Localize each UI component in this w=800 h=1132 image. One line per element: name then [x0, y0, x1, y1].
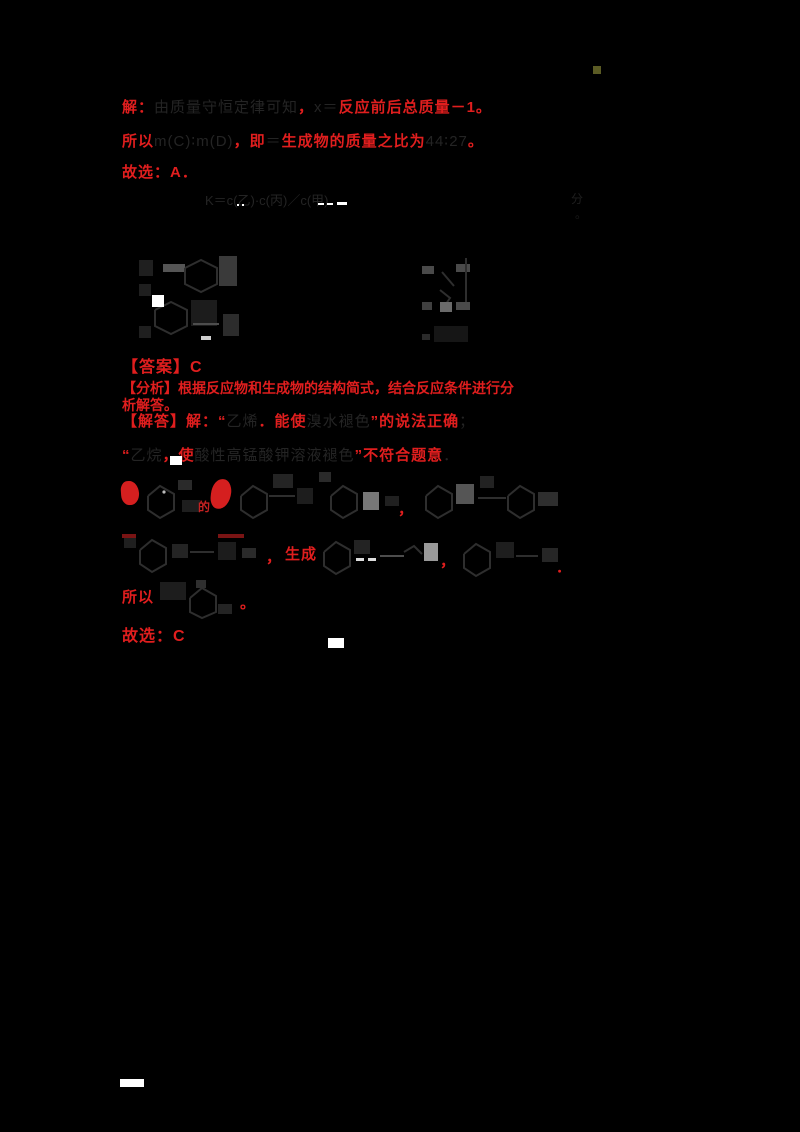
- ghost-text: 酸性高锰酸钾溶液褪色: [194, 447, 355, 464]
- ghost-text: 乙烷: [130, 447, 163, 464]
- chemical-structure-left: [139, 256, 239, 340]
- explain-text: “: [122, 447, 131, 464]
- ghost-text: ＝: [265, 133, 282, 150]
- solution-line-2: 所以m(C)∶m(D)，即＝生成物的质量之比为44∶27。: [122, 130, 484, 151]
- margin-ghost-2: 。: [575, 207, 588, 221]
- option-comma: ，: [398, 501, 415, 518]
- formula-dot: [237, 204, 239, 206]
- solution-text: 解：: [122, 99, 155, 116]
- explain-text: 能使: [274, 413, 307, 430]
- chemical-structure-right: [422, 258, 470, 342]
- ghost-text: 乙烯: [226, 413, 259, 430]
- option-period: ．: [556, 559, 573, 576]
- solution-text: 生成物的质量之比为: [281, 133, 426, 150]
- red-mark-1: [120, 480, 140, 506]
- ghost-text: ．: [443, 447, 460, 464]
- formula-ghost: K＝c(乙)·c(丙)／c(甲): [205, 193, 329, 208]
- explain-text: “: [218, 413, 227, 430]
- structure-white-block: [152, 295, 164, 307]
- formula-dot: [242, 204, 244, 206]
- solution-text: ，: [298, 99, 315, 116]
- solution-text: 反应前后总质量－1: [338, 99, 476, 116]
- option-structure-c: [425, 476, 558, 520]
- solution-text: ，: [233, 133, 250, 150]
- solution-text: 即: [249, 133, 266, 150]
- conclusion-text: 故选：A．: [122, 164, 198, 181]
- analysis-text: 根据反应物和生成物的结构简式，结合反应条件进行分析解答。: [122, 380, 514, 413]
- explain-text: 使: [178, 447, 195, 464]
- suoyi-period: 。: [240, 595, 257, 612]
- formula-highlight-dash: [318, 203, 324, 205]
- explain-label: 【解答】解：: [122, 413, 219, 430]
- margin-ghost-1: 分: [571, 192, 584, 206]
- answer-line: 【答案】C: [122, 353, 203, 377]
- suoyi-text: 所以: [122, 589, 155, 606]
- option-red-char: 的: [198, 500, 211, 514]
- red-underline-fragment: [122, 534, 136, 538]
- option-red-text: 生成: [285, 546, 318, 563]
- option-comma: ，: [266, 549, 283, 566]
- ghost-text: x＝: [314, 99, 339, 116]
- ghost-text: ；: [459, 413, 476, 430]
- solution-line-1: 解：由质量守恒定律可知，x＝反应前后总质量－1。: [122, 96, 492, 117]
- final-conclusion: 故选：C: [122, 622, 186, 646]
- solution-text: 所以: [122, 133, 155, 150]
- option-comma: ，: [440, 553, 457, 570]
- solution-line-3: 故选：A．: [122, 161, 198, 182]
- formula-highlight-dash: [327, 203, 333, 205]
- option-structure-b: [240, 472, 399, 520]
- result-structure: [160, 580, 232, 620]
- suoyi-line: 所以: [122, 586, 154, 607]
- conclusion-text: 故选：C: [122, 628, 186, 645]
- answer-value: C: [190, 359, 203, 376]
- ghost-text: m(C)∶m(D): [154, 133, 234, 150]
- explain-text: 不符合题意: [363, 447, 444, 464]
- inline-white-block: [170, 456, 182, 465]
- explain-text: ”: [354, 447, 364, 464]
- page-number-block: [328, 638, 344, 648]
- explain-text: ”的说法正确: [370, 413, 460, 430]
- ghost-text: 由质量守恒定律可知: [154, 99, 299, 116]
- option-structure-f: [463, 542, 558, 578]
- formula-highlight-bar: [337, 202, 347, 205]
- solution-text: 。: [467, 133, 484, 150]
- analysis-line: 【分析】根据反应物和生成物的结构简式，结合反应条件进行分析解答。: [122, 380, 522, 414]
- analysis-label: 【分析】: [122, 380, 178, 396]
- ghost-text: 溴水褪色: [306, 413, 371, 430]
- explain-line-2: “乙烷，使酸性高锰酸钾溶液褪色”不符合题意．: [122, 444, 459, 465]
- solution-text: 。: [475, 99, 492, 116]
- answer-label: 【答案】: [122, 359, 191, 376]
- option-structure-a: [147, 480, 200, 520]
- option-structure-e: [323, 540, 423, 576]
- explain-line-1: 【解答】解：“乙烯．能使溴水褪色”的说法正确；: [122, 410, 475, 431]
- tiny-artifact: [593, 66, 601, 74]
- option-structure-d: [124, 538, 256, 574]
- footer-block: [120, 1079, 144, 1087]
- gray-block: [424, 543, 438, 561]
- explain-text: ．: [258, 413, 275, 430]
- ghost-text: 44∶27: [425, 133, 468, 150]
- red-underline-fragment: [218, 534, 244, 538]
